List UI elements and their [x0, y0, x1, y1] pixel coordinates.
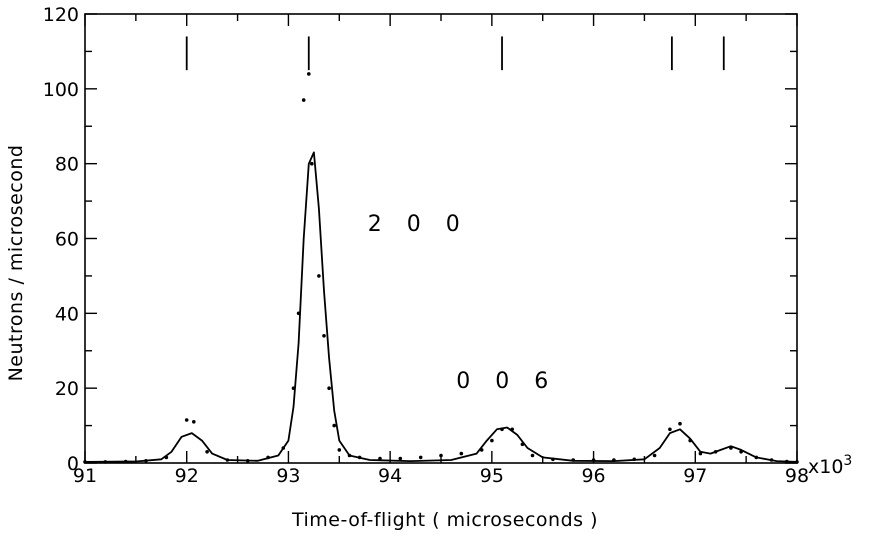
data-series: [83, 72, 799, 464]
data-point: [310, 161, 314, 166]
plot-frame: [84, 13, 798, 464]
x-tick-label: 95: [480, 465, 504, 487]
data-point: [327, 386, 331, 391]
data-point: [459, 451, 464, 456]
y-tick-label: 120: [43, 4, 79, 26]
data-point: [490, 438, 494, 443]
y-tick-label: 60: [55, 229, 79, 251]
y-tick-label: 0: [67, 453, 79, 475]
peak-annotations: 2 0 0 0 0 6: [368, 212, 557, 394]
x-tick-label: 93: [276, 465, 300, 487]
x-axis-label: Time-of-flight ( microseconds ): [291, 509, 598, 531]
data-point: [192, 420, 196, 424]
x-multiplier-exponent: 3: [843, 453, 852, 469]
x-multiplier-label: x103: [808, 453, 852, 478]
reflection-markers: [185, 36, 725, 71]
x-tick-label: 96: [581, 465, 605, 487]
data-point: [652, 453, 657, 458]
x-tick-label: 98: [785, 465, 809, 487]
x-tick-label: 91: [73, 465, 97, 487]
x-multiplier-base: x10: [808, 456, 843, 478]
peak-annotation: 0 0 6: [456, 369, 557, 394]
x-tick-label: 94: [378, 465, 402, 487]
y-tick-label: 100: [43, 79, 79, 101]
axis-ticks: [84, 13, 798, 464]
data-point: [337, 448, 342, 452]
data-point: [322, 334, 326, 338]
y-tick-label: 80: [55, 154, 79, 176]
data-point: [439, 453, 443, 458]
data-point: [184, 418, 189, 422]
data-point: [530, 453, 535, 458]
data-point: [307, 72, 311, 76]
plot-area: [84, 13, 798, 464]
data-point: [317, 274, 321, 278]
y-tick-label: 20: [55, 378, 79, 400]
y-tick-label: 40: [55, 303, 79, 325]
tick-labels: 91 92 93 94 95 96 97 98 0 20 40 60 80 100 120: [43, 4, 809, 487]
data-point: [301, 98, 306, 102]
data-point: [398, 456, 403, 461]
x-tick-label: 97: [683, 465, 707, 487]
data-point: [332, 423, 337, 428]
data-point: [668, 427, 672, 432]
data-point: [205, 450, 209, 454]
data-point: [418, 455, 423, 460]
y-axis-label: Neutrons / microsecond: [5, 145, 27, 382]
peak-annotation: 2 0 0: [368, 212, 469, 237]
x-tick-label: 92: [175, 465, 199, 487]
data-point: [678, 421, 682, 426]
fit-curve-line: [84, 151, 798, 463]
